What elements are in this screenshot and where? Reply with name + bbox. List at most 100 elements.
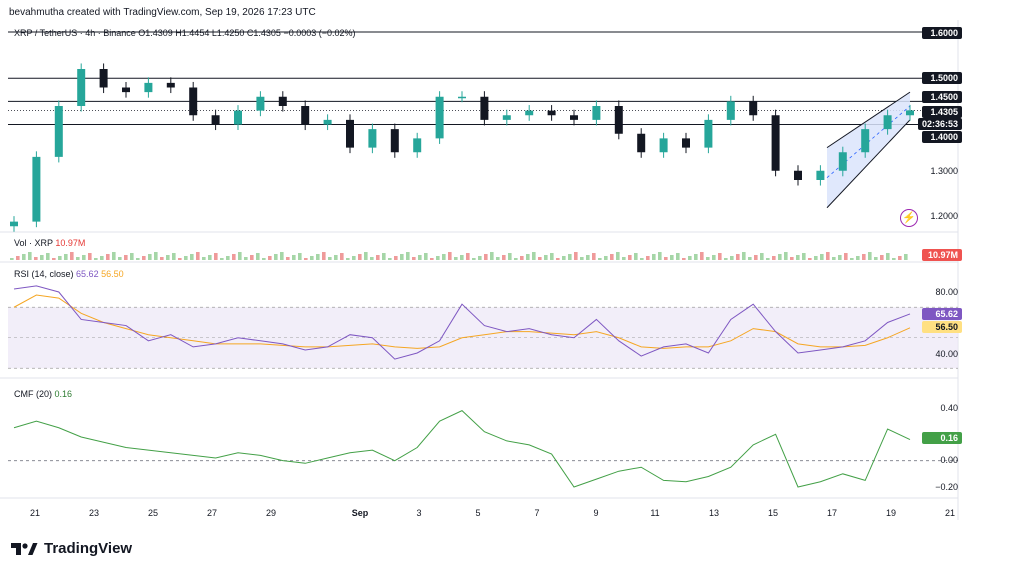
volume-bar xyxy=(418,255,422,260)
candle-body xyxy=(547,110,556,116)
price-axis-label: 1.4500 xyxy=(922,91,962,103)
volume-bar xyxy=(454,257,458,260)
volume-bar xyxy=(664,257,668,260)
volume-bar xyxy=(382,253,386,260)
rsi-ma-tag: 56.50 xyxy=(922,321,962,333)
volume-bar xyxy=(226,256,230,260)
candle-body xyxy=(413,138,422,153)
candle-body xyxy=(480,96,489,120)
volume-bar xyxy=(844,253,848,260)
volume-bar xyxy=(388,258,392,260)
volume-bar xyxy=(400,254,404,260)
volume-bar xyxy=(688,256,692,260)
price-axis-label: 1.6000 xyxy=(922,27,962,39)
volume-bar xyxy=(172,253,176,260)
volume-bar xyxy=(520,256,524,260)
volume-bar xyxy=(16,256,20,260)
volume-bar xyxy=(532,252,536,260)
candle-body xyxy=(704,119,713,148)
volume-bar xyxy=(10,258,14,260)
volume-bar xyxy=(58,256,62,260)
volume-bar xyxy=(508,253,512,260)
x-axis-label: 3 xyxy=(416,508,422,518)
volume-bar xyxy=(610,254,614,260)
volume-bar xyxy=(208,255,212,260)
price-axis-label: 1.4000 xyxy=(922,131,962,143)
volume-bar xyxy=(628,255,632,260)
volume-bar xyxy=(598,258,602,260)
open-value: O1.4309 xyxy=(138,28,173,38)
volume-bar xyxy=(562,256,566,260)
volume-bar xyxy=(310,256,314,260)
candle-body xyxy=(77,69,86,106)
volume-bar xyxy=(670,255,674,260)
volume-bar xyxy=(790,257,794,260)
cmf-legend: CMF (20) 0.16 xyxy=(14,389,72,399)
volume-bar xyxy=(568,254,572,260)
volume-bar xyxy=(160,257,164,260)
lightning-icon[interactable]: ⚡ xyxy=(900,209,918,227)
candle-body xyxy=(99,69,108,88)
price-axis-label: 1.5000 xyxy=(922,72,962,84)
volume-bar xyxy=(580,257,584,260)
candle-body xyxy=(906,110,914,116)
symbol-name[interactable]: XRP / TetherUS · 4h · Binance xyxy=(14,28,136,38)
candle-body xyxy=(838,152,847,171)
volume-bar xyxy=(436,256,440,260)
candle-body xyxy=(278,96,287,106)
volume-bar xyxy=(202,257,206,260)
x-axis-label: 17 xyxy=(826,508,838,518)
volume-bar xyxy=(646,256,650,260)
volume-bar xyxy=(676,253,680,260)
volume-bar xyxy=(856,256,860,260)
volume-bar xyxy=(706,257,710,260)
rsi-ma-value: 56.50 xyxy=(101,269,124,279)
volume-tag: 10.97M xyxy=(922,249,962,261)
volume-bar xyxy=(742,252,746,260)
volume-bar xyxy=(730,256,734,260)
cmf-axis-label: 0.40 xyxy=(940,403,958,413)
cmf-value: 0.16 xyxy=(54,389,73,399)
price-axis-label: 1.3000 xyxy=(930,166,958,176)
volume-bar xyxy=(370,257,374,260)
candle-body xyxy=(614,106,623,134)
volume-bar xyxy=(82,255,86,260)
volume-bar xyxy=(820,254,824,260)
volume-bar xyxy=(850,258,854,260)
volume-label[interactable]: Vol · XRP xyxy=(14,238,53,248)
x-axis-label: 13 xyxy=(708,508,720,518)
volume-bar xyxy=(754,255,758,260)
rsi-label[interactable]: RSI (14, close) xyxy=(14,269,74,279)
x-axis-label: 11 xyxy=(650,508,660,518)
volume-bar xyxy=(76,257,80,260)
candle-body xyxy=(659,138,668,153)
volume-bar xyxy=(142,256,146,260)
volume-bar xyxy=(772,256,776,260)
volume-bar xyxy=(286,257,290,260)
x-axis-label: Sep xyxy=(351,508,369,518)
candle-body xyxy=(816,170,825,180)
volume-bar xyxy=(232,254,236,260)
rsi-axis-label: 80.00 xyxy=(935,287,958,297)
volume-bar xyxy=(892,258,896,260)
tradingview-logo[interactable]: TradingView xyxy=(10,540,132,557)
volume-bar xyxy=(766,258,770,260)
volume-bar xyxy=(394,256,398,260)
volume-bar xyxy=(64,254,68,260)
rsi-line xyxy=(13,285,911,360)
volume-bar xyxy=(796,255,800,260)
candle-body xyxy=(211,115,220,125)
cmf-label[interactable]: CMF (20) xyxy=(14,389,52,399)
volume-bar xyxy=(472,258,476,260)
x-axis-label: 27 xyxy=(206,508,218,518)
volume-bar xyxy=(712,255,716,260)
volume-bar xyxy=(250,255,254,260)
volume-bar xyxy=(484,254,488,260)
candle-body xyxy=(189,87,198,116)
x-axis-label: 7 xyxy=(534,508,540,518)
volume-bar xyxy=(550,253,554,260)
x-axis-label: 21 xyxy=(944,508,956,518)
candle-body xyxy=(749,101,758,116)
volume-bar xyxy=(190,254,194,260)
volume-bar xyxy=(148,254,152,260)
